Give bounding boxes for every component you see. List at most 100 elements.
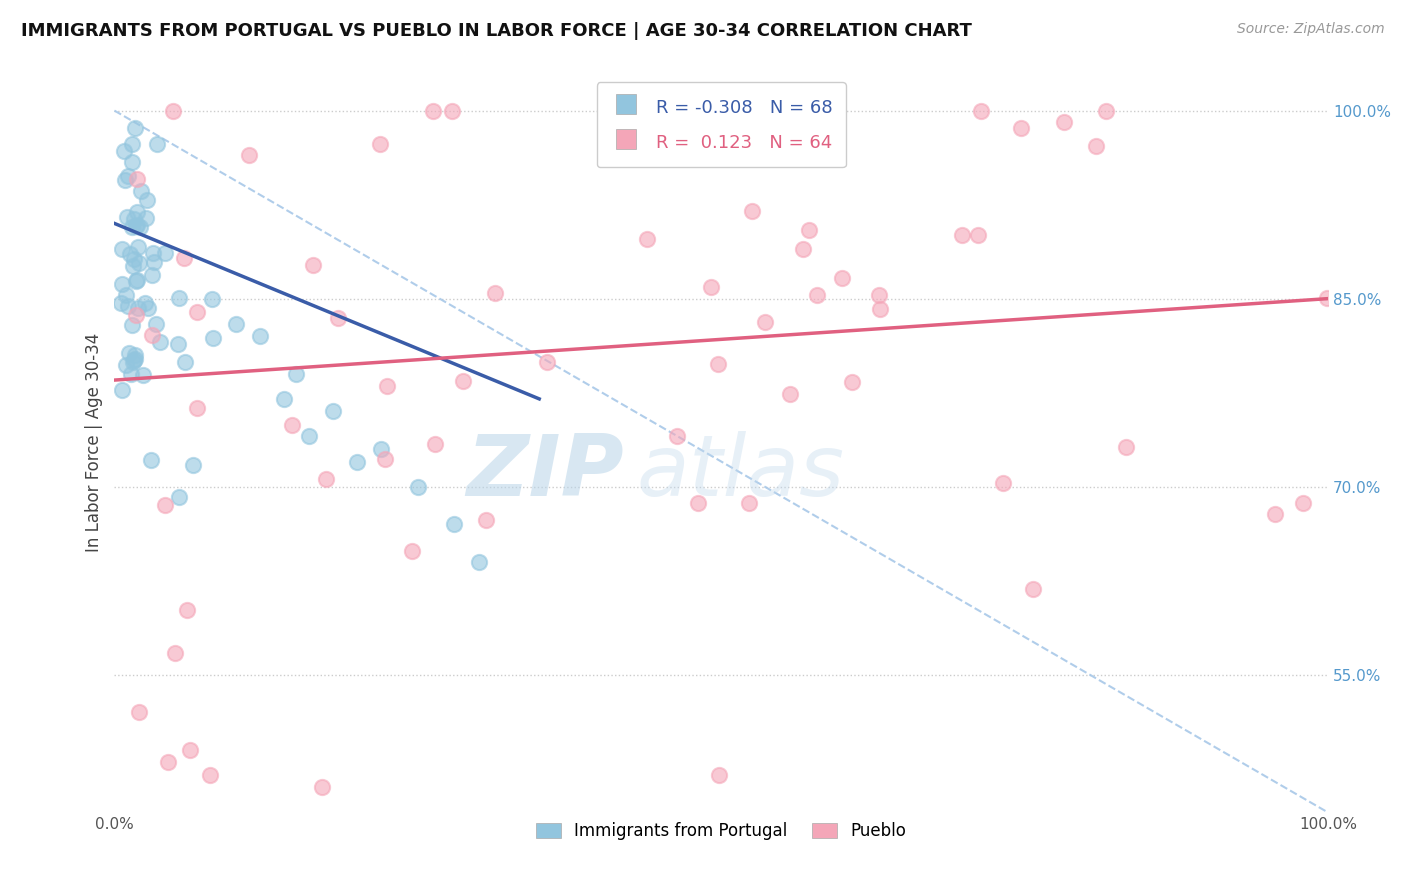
Point xyxy=(121,318,143,333)
Point xyxy=(115,210,138,224)
Point xyxy=(792,242,814,256)
Point xyxy=(370,137,392,152)
Point xyxy=(754,315,776,329)
Point xyxy=(124,308,146,322)
Point xyxy=(124,120,146,135)
Point xyxy=(778,103,800,118)
Point xyxy=(165,646,187,660)
Point xyxy=(666,429,689,443)
Point xyxy=(706,357,728,371)
Point xyxy=(141,328,163,343)
Point xyxy=(322,404,344,418)
Legend: R = -0.308   N = 68, R =  0.123   N = 64: R = -0.308 N = 68, R = 0.123 N = 64 xyxy=(598,82,845,168)
Point xyxy=(162,103,184,118)
Point xyxy=(475,513,498,527)
Point xyxy=(328,310,350,325)
Point xyxy=(707,768,730,782)
Point xyxy=(142,245,165,260)
Point xyxy=(443,517,465,532)
Point xyxy=(738,495,761,509)
Point xyxy=(167,490,190,504)
Point xyxy=(115,288,138,302)
Point xyxy=(127,240,149,254)
Point xyxy=(181,458,204,472)
Point xyxy=(484,285,506,300)
Point xyxy=(225,317,247,331)
Point xyxy=(128,256,150,270)
Point xyxy=(128,219,150,234)
Point xyxy=(315,472,337,486)
Point xyxy=(124,252,146,266)
Point xyxy=(128,705,150,719)
Point xyxy=(238,148,260,162)
Point xyxy=(1264,507,1286,521)
Point xyxy=(725,135,748,149)
Point xyxy=(129,184,152,198)
Text: IMMIGRANTS FROM PORTUGAL VS PUEBLO IN LABOR FORCE | AGE 30-34 CORRELATION CHART: IMMIGRANTS FROM PORTUGAL VS PUEBLO IN LA… xyxy=(21,22,972,40)
Point xyxy=(374,451,396,466)
Point xyxy=(637,232,659,246)
Point xyxy=(117,169,139,183)
Point xyxy=(127,205,149,219)
Point xyxy=(117,300,139,314)
Point xyxy=(118,246,141,260)
Point xyxy=(1095,103,1118,118)
Point xyxy=(173,251,195,265)
Point xyxy=(841,375,863,389)
Text: Source: ZipAtlas.com: Source: ZipAtlas.com xyxy=(1237,22,1385,37)
Point xyxy=(153,245,176,260)
Point xyxy=(868,288,890,302)
Point xyxy=(950,228,973,243)
Point xyxy=(176,603,198,617)
Point xyxy=(115,358,138,372)
Point xyxy=(118,346,141,360)
Point xyxy=(136,193,159,207)
Point xyxy=(111,384,134,398)
Point xyxy=(122,355,145,369)
Point xyxy=(156,756,179,770)
Text: atlas: atlas xyxy=(637,431,845,514)
Point xyxy=(346,454,368,468)
Point xyxy=(1084,139,1107,153)
Point xyxy=(202,331,225,345)
Point xyxy=(967,227,990,242)
Point xyxy=(122,352,145,367)
Point xyxy=(127,301,149,316)
Point xyxy=(127,273,149,287)
Point xyxy=(111,277,134,292)
Point xyxy=(153,498,176,512)
Point xyxy=(281,417,304,432)
Point xyxy=(406,480,429,494)
Point xyxy=(273,392,295,406)
Point xyxy=(120,367,142,381)
Point xyxy=(121,137,143,152)
Point xyxy=(441,103,464,118)
Point xyxy=(167,337,190,351)
Y-axis label: In Labor Force | Age 30-34: In Labor Force | Age 30-34 xyxy=(86,333,103,552)
Point xyxy=(127,172,149,186)
Point xyxy=(125,219,148,234)
Point xyxy=(869,301,891,316)
Point xyxy=(401,544,423,558)
Point xyxy=(1021,582,1043,596)
Point xyxy=(1010,121,1032,136)
Point xyxy=(179,743,201,757)
Point xyxy=(607,103,630,118)
Point xyxy=(143,255,166,269)
Point xyxy=(375,379,398,393)
Point xyxy=(125,218,148,232)
Point xyxy=(141,268,163,282)
Point xyxy=(122,259,145,273)
Point xyxy=(1316,292,1339,306)
Point xyxy=(467,555,489,569)
Point xyxy=(186,305,208,319)
Point xyxy=(1052,115,1074,129)
Point xyxy=(135,211,157,225)
Point xyxy=(1115,441,1137,455)
Point xyxy=(125,274,148,288)
Point xyxy=(198,768,221,782)
Point xyxy=(124,351,146,366)
Point xyxy=(423,437,446,451)
Point xyxy=(970,103,993,118)
Text: ZIP: ZIP xyxy=(467,431,624,514)
